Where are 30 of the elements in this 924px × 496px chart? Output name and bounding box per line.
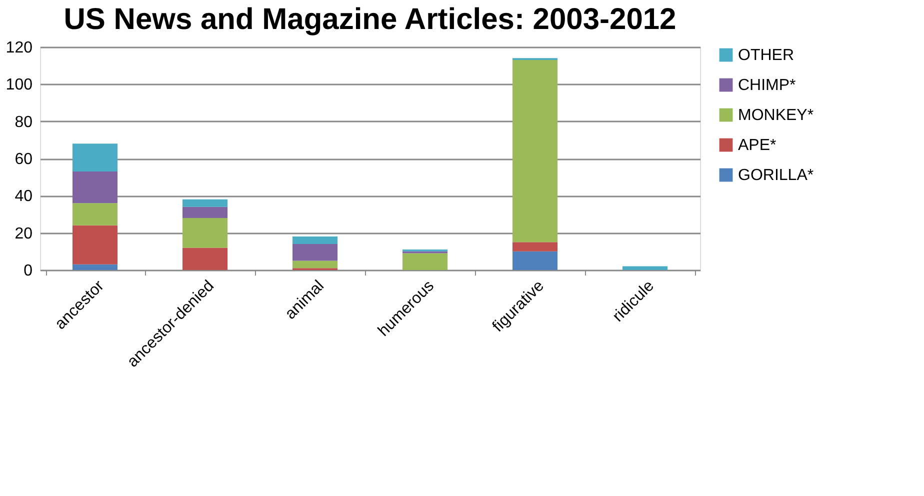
bar [512, 242, 558, 252]
bar [402, 253, 448, 270]
bar [72, 203, 118, 226]
y-tick-label: 0 [24, 262, 33, 280]
bar [292, 236, 338, 244]
legend-label: MONKEY* [738, 107, 814, 124]
y-tick-label: 20 [14, 225, 33, 242]
bar [292, 244, 338, 261]
legend-label: CHIMP* [738, 77, 796, 94]
bar [512, 251, 558, 270]
bar [182, 199, 228, 207]
bar [182, 206, 228, 218]
y-tick-label: 100 [6, 76, 33, 94]
legend-label: OTHER [738, 47, 794, 64]
y-tick-label: 60 [14, 151, 33, 168]
bar [182, 248, 228, 270]
bar [182, 218, 228, 248]
bar [292, 260, 338, 268]
bar [622, 266, 668, 270]
legend-label: APE* [738, 137, 776, 154]
bar [72, 225, 118, 264]
legend-label: GORILLA* [738, 167, 814, 184]
chart-title: US News and Magazine Articles: 2003-2012 [64, 3, 676, 36]
y-tick-label: 80 [14, 114, 33, 131]
y-tick-label: 120 [6, 40, 33, 56]
bar [72, 144, 118, 172]
bar [512, 60, 558, 242]
bar [72, 172, 118, 204]
bar [72, 264, 118, 270]
y-tick-label: 40 [14, 188, 33, 206]
